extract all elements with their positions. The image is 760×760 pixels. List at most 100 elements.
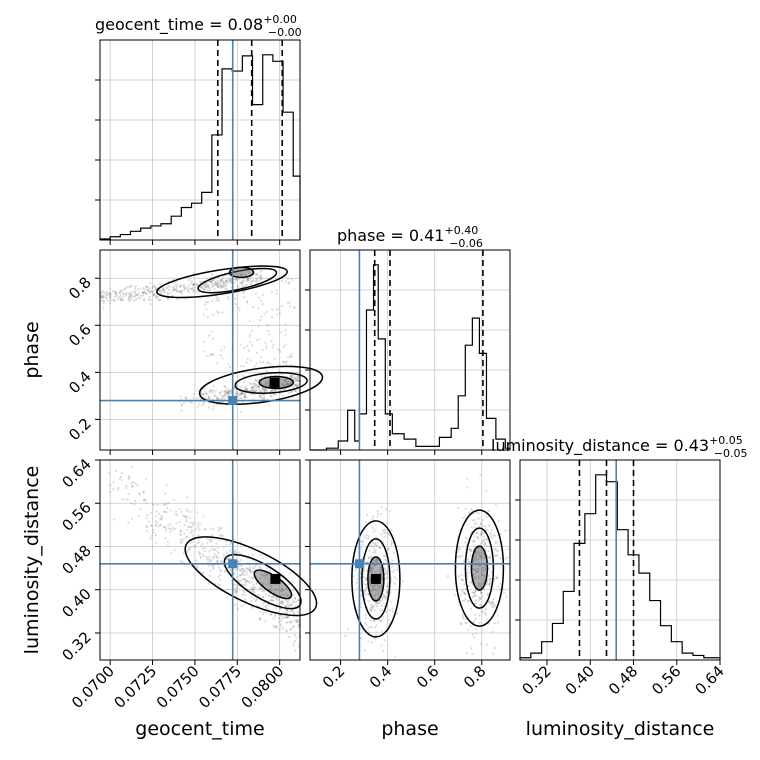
sample-point xyxy=(261,387,265,390)
sample-point xyxy=(216,362,219,365)
sample-point xyxy=(149,282,152,285)
sample-point xyxy=(373,609,376,612)
sample-point xyxy=(385,591,389,594)
sample-point xyxy=(196,524,200,527)
sample-point xyxy=(207,283,210,286)
sample-point xyxy=(175,285,179,288)
sample-point xyxy=(240,570,243,573)
sample-point xyxy=(238,278,241,281)
sample-point xyxy=(109,292,112,295)
sample-point xyxy=(380,620,383,623)
sample-point xyxy=(248,381,251,385)
sample-point xyxy=(244,598,247,601)
sample-point xyxy=(252,586,255,589)
sample-point xyxy=(285,609,289,612)
sample-point xyxy=(477,577,480,580)
sample-point xyxy=(212,404,215,407)
sample-point xyxy=(480,532,483,535)
sample-point xyxy=(245,571,248,574)
sample-point xyxy=(458,547,461,550)
sample-point xyxy=(154,294,158,297)
sample-point xyxy=(194,283,197,286)
sample-point xyxy=(372,619,376,622)
sample-point xyxy=(209,540,212,543)
sample-point xyxy=(264,388,268,391)
sample-point xyxy=(201,571,204,574)
sample-point xyxy=(247,278,250,281)
sample-point xyxy=(245,580,249,583)
sample-point xyxy=(203,282,206,286)
sample-point xyxy=(202,340,206,343)
sample-point xyxy=(286,621,289,624)
sample-point xyxy=(201,392,204,396)
sample-point xyxy=(182,514,185,517)
sample-point xyxy=(251,566,255,569)
sample-point xyxy=(461,613,464,616)
sample-point xyxy=(210,559,213,562)
sample-point xyxy=(264,381,268,385)
sample-point xyxy=(291,386,295,390)
sample-point xyxy=(370,609,373,612)
sample-point xyxy=(387,547,390,550)
sample-point xyxy=(202,555,205,558)
sample-point xyxy=(209,527,212,530)
sample-point xyxy=(290,374,294,378)
sample-point xyxy=(179,541,183,544)
sample-point xyxy=(183,284,186,287)
sample-point xyxy=(247,568,250,571)
sample-point xyxy=(294,605,297,608)
sample-point xyxy=(186,496,189,499)
sample-point xyxy=(237,564,240,568)
sample-point xyxy=(364,613,368,616)
sample-point xyxy=(365,534,368,537)
sample-point xyxy=(289,610,292,613)
sample-point xyxy=(219,568,222,572)
sample-point xyxy=(118,292,121,295)
sample-point xyxy=(371,567,374,570)
sample-point xyxy=(216,546,219,549)
sample-point xyxy=(255,277,258,280)
sample-point xyxy=(119,299,122,302)
sample-point xyxy=(255,292,258,295)
sample-point xyxy=(364,590,367,593)
sample-point xyxy=(376,558,379,561)
sample-point xyxy=(478,598,481,601)
sample-point xyxy=(285,382,289,385)
sample-point xyxy=(203,386,206,389)
sample-point xyxy=(131,294,134,298)
sample-point xyxy=(133,299,136,302)
sample-point xyxy=(128,295,132,298)
sample-point xyxy=(376,560,379,563)
sample-point xyxy=(392,551,396,554)
sample-point xyxy=(204,287,207,291)
sample-point xyxy=(297,599,300,602)
sample-point xyxy=(250,588,253,592)
sample-point xyxy=(456,556,459,559)
sample-point xyxy=(267,382,270,385)
sample-point xyxy=(479,548,482,551)
sample-point xyxy=(208,574,211,577)
sample-point xyxy=(474,628,478,631)
sample-point xyxy=(281,383,284,387)
sample-point xyxy=(380,513,383,516)
sample-point xyxy=(239,396,243,399)
sample-point xyxy=(225,287,228,290)
sample-point xyxy=(219,394,222,397)
sample-point xyxy=(473,595,476,598)
sample-point xyxy=(201,542,204,545)
sample-point xyxy=(294,636,298,639)
sample-point xyxy=(226,387,229,390)
sample-point xyxy=(262,602,265,605)
sample-point xyxy=(215,283,218,286)
sample-point xyxy=(477,568,481,571)
sample-point xyxy=(259,554,262,557)
sample-point xyxy=(243,591,246,594)
sample-point xyxy=(191,523,195,526)
sample-point xyxy=(475,536,479,539)
sample-point xyxy=(179,285,182,288)
sample-point xyxy=(296,379,299,383)
sample-point xyxy=(370,625,373,629)
sample-point xyxy=(250,329,254,332)
sample-point xyxy=(278,350,282,353)
sample-point xyxy=(245,387,248,391)
